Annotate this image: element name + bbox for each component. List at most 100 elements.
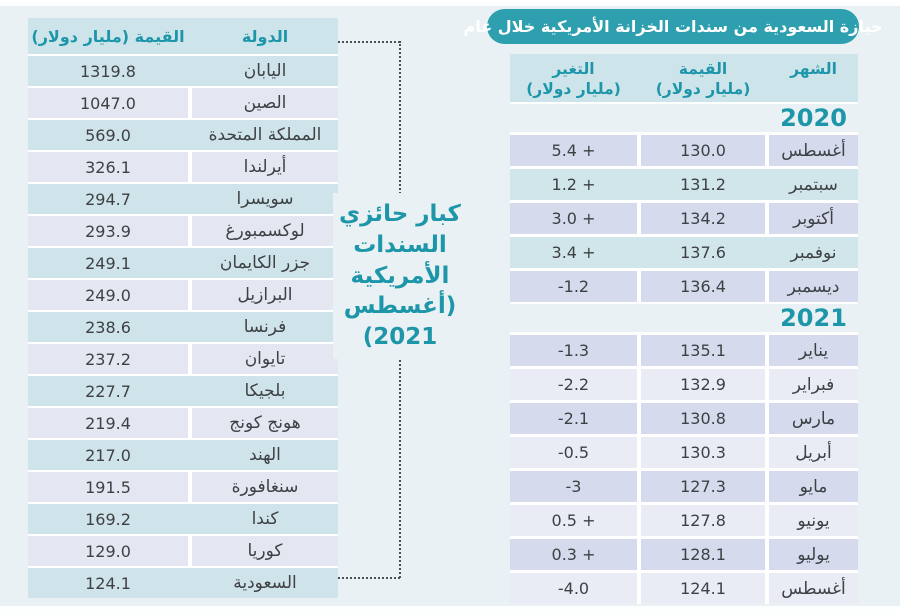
change-column-header: التغير (مليار دولار) (510, 54, 637, 102)
country-cell: اليابان (243, 61, 287, 81)
change-cell: -1.2 (510, 271, 637, 302)
change-cell: 0.3 + (510, 539, 637, 570)
change-cell: 5.4 + (510, 135, 637, 166)
country-cell: كوريا (192, 536, 338, 566)
month-column-header: الشهر (769, 54, 858, 102)
value-cell: 293.9 (28, 216, 188, 246)
bracket-bottom-dotted-line (338, 577, 400, 579)
month-cell: أغسطس (769, 135, 858, 166)
country-cell: لوكسمبورغ (192, 216, 338, 246)
value-cell: 130.8 (641, 403, 765, 434)
holders-table-header: الدولة القيمة (مليار دولار) (28, 18, 338, 54)
holders-annotation: كبار حائزي السندات الأمريكية (أغسطس 2021… (333, 193, 467, 360)
table-row: نوفمبر 137.6 3.4 + (510, 237, 858, 268)
value-cell: 124.1 (641, 573, 765, 604)
table-row: كوريا 129.0 (28, 536, 338, 566)
year-2020-text: 2020 (780, 104, 847, 132)
saudi-monthly-holdings-table: الشهر القيمة (مليار دولار) التغير (مليار… (510, 54, 858, 604)
table-row: ديسمبر 136.4 -1.2 (510, 271, 858, 302)
rows-2020: أغسطس 130.0 5.4 + سبتمبر 131.2 1.2 + أكت… (510, 135, 858, 302)
month-cell: يناير (769, 335, 858, 366)
table-row: سبتمبر 131.2 1.2 + (510, 169, 858, 200)
table-row: يناير 135.1 -1.3 (510, 335, 858, 366)
title-badge: حيازة السعودية من سندات الخزانة الأمريكي… (463, 9, 883, 44)
change-cell: 3.0 + (510, 203, 637, 234)
month-cell: ديسمبر (769, 271, 858, 302)
change-cell: 3.4 + (551, 243, 596, 262)
table-row: كندا 169.2 (28, 504, 338, 534)
holders-rows: اليابان 1319.8 الصين 1047.0 المملكة المت… (28, 56, 338, 598)
change-cell: -2.1 (510, 403, 637, 434)
month-cell: نوفمبر (790, 242, 837, 263)
value-cell: 217.0 (85, 445, 131, 465)
table-row: أكتوبر 134.2 3.0 + (510, 203, 858, 234)
table-row: أغسطس 130.0 5.4 + (510, 135, 858, 166)
table-row: مايو 127.3 -3 (510, 471, 858, 502)
value-cell: 219.4 (28, 408, 188, 438)
value-cell: 137.6 (680, 243, 726, 262)
year-label-2021: 2021 (510, 304, 858, 332)
change-cell: 1.2 + (551, 175, 596, 194)
country-cell: أيرلندا (192, 152, 338, 182)
value-cell: 130.0 (641, 135, 765, 166)
value-cell: 132.9 (641, 369, 765, 400)
country-cell: سويسرا (236, 189, 294, 209)
value-cell: 249.0 (28, 280, 188, 310)
month-cell: فبراير (769, 369, 858, 400)
table-row: يونيو 127.8 0.5 + (510, 505, 858, 536)
value-cell: 134.2 (641, 203, 765, 234)
value-cell: 131.2 (680, 175, 726, 194)
value-cell: 326.1 (28, 152, 188, 182)
value-cell: 238.6 (85, 317, 131, 337)
table-row: سنغافورة 191.5 (28, 472, 338, 502)
month-header-label: الشهر (790, 60, 837, 78)
value-cell: 1047.0 (28, 88, 188, 118)
value-cell: 249.1 (85, 253, 131, 273)
rows-2021: يناير 135.1 -1.3 فبراير 132.9 -2.2 مارس … (510, 335, 858, 604)
country-cell: بلجيكا (244, 381, 286, 401)
month-cell: أغسطس (769, 573, 858, 604)
table-row: مارس 130.8 -2.1 (510, 403, 858, 434)
value-cell: 569.0 (85, 125, 131, 145)
table-row: أيرلندا 326.1 (28, 152, 338, 182)
change-cell: -4.0 (510, 573, 637, 604)
value-cell: 127.8 (641, 505, 765, 536)
country-cell: تايوان (192, 344, 338, 374)
month-cell: أكتوبر (769, 203, 858, 234)
value-cell: 237.2 (28, 344, 188, 374)
value-header-unit: (مليار دولار) (655, 79, 751, 98)
table-row: أغسطس 124.1 -4.0 (510, 573, 858, 604)
value-cell: 129.0 (28, 536, 188, 566)
value-cell: 1319.8 (80, 61, 136, 81)
value-cell: 135.1 (641, 335, 765, 366)
country-cell: كندا (251, 509, 279, 529)
change-cell: -0.5 (510, 437, 637, 468)
table-row: المملكة المتحدة 569.0 (28, 120, 338, 150)
table-row: فبراير 132.9 -2.2 (510, 369, 858, 400)
country-cell: هونج كونج (192, 408, 338, 438)
monthly-table-header: الشهر القيمة (مليار دولار) التغير (مليار… (510, 54, 858, 102)
table-row: الهند 217.0 (28, 440, 338, 470)
table-row: لوكسمبورغ 293.9 (28, 216, 338, 246)
change-cell: -1.3 (510, 335, 637, 366)
table-row: جزر الكايمان 249.1 (28, 248, 338, 278)
table-row: تايوان 237.2 (28, 344, 338, 374)
month-cell: يوليو (769, 539, 858, 570)
value-cell: 124.1 (85, 573, 131, 593)
top-holders-table: الدولة القيمة (مليار دولار) اليابان 1319… (28, 18, 338, 598)
year-label-2020: 2020 (510, 104, 858, 132)
value-cell: 130.3 (641, 437, 765, 468)
year-2021-text: 2021 (780, 304, 847, 332)
country-cell: السعودية (233, 573, 297, 593)
table-row: السعودية 124.1 (28, 568, 338, 598)
country-cell: جزر الكايمان (219, 253, 311, 273)
value-column-header: القيمة (مليار دولار) (31, 26, 185, 46)
country-cell: الهند (249, 445, 281, 465)
month-cell: مارس (769, 403, 858, 434)
value-cell: 128.1 (641, 539, 765, 570)
value-cell: 227.7 (85, 381, 131, 401)
table-row: سويسرا 294.7 (28, 184, 338, 214)
country-cell: البرازيل (192, 280, 338, 310)
month-cell: سبتمبر (789, 174, 838, 195)
